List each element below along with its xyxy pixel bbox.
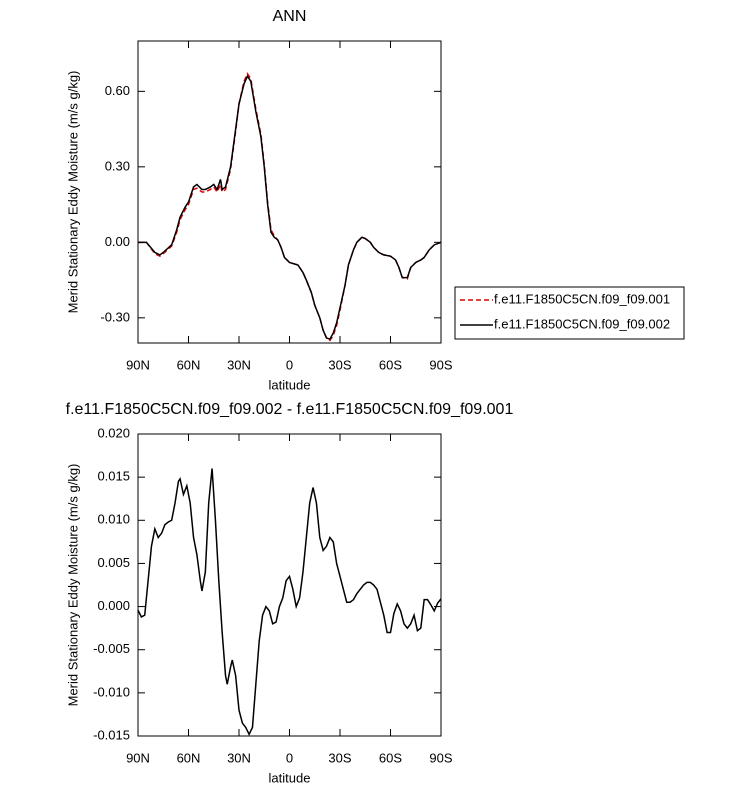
- y-tick-label: -0.30: [100, 309, 130, 324]
- x-tick-label: 60S: [379, 357, 402, 372]
- x-tick-label: 30S: [328, 357, 351, 372]
- y-axis-label: Merid Stationary Eddy Moisture (m/s g/kg…: [65, 464, 80, 707]
- legend-label: f.e11.F1850C5CN.f09_f09.002: [494, 316, 670, 331]
- chart-title: ANN: [273, 8, 307, 25]
- series-line: [138, 74, 442, 341]
- series-line: [138, 72, 442, 342]
- y-tick-label: -0.010: [93, 684, 130, 699]
- y-tick-label: 0.60: [105, 83, 130, 98]
- y-tick-label: 0.005: [97, 555, 130, 570]
- x-tick-label: 60N: [177, 750, 201, 765]
- series-line: [137, 468, 442, 736]
- plot-frame: [137, 433, 442, 737]
- y-tick-label: 0.00: [105, 234, 130, 249]
- x-tick-label: 60S: [379, 750, 402, 765]
- x-tick-label: 0: [286, 750, 293, 765]
- x-tick-label: 30N: [227, 357, 251, 372]
- legend-label: f.e11.F1850C5CN.f09_f09.001: [494, 291, 670, 306]
- chart-title: f.e11.F1850C5CN.f09_f09.002 - f.e11.F185…: [66, 401, 514, 418]
- y-tick-label: 0.30: [105, 158, 130, 173]
- legend-box: [454, 286, 685, 340]
- y-tick-label: -0.005: [93, 641, 130, 656]
- x-tick-label: 0: [286, 357, 293, 372]
- x-axis-label: latitude: [269, 770, 311, 785]
- y-tick-label: 0.010: [97, 512, 130, 527]
- x-axis-label: latitude: [269, 377, 311, 392]
- x-tick-label: 30S: [328, 750, 351, 765]
- y-tick-label: -0.015: [93, 727, 130, 742]
- x-tick-label: 90S: [429, 750, 452, 765]
- y-tick-label: 0.015: [97, 469, 130, 484]
- x-tick-label: 30N: [227, 750, 251, 765]
- y-tick-label: 0.000: [97, 598, 130, 613]
- y-tick-label: 0.020: [97, 425, 130, 440]
- x-tick-label: 60N: [177, 357, 201, 372]
- plot-frame: [137, 40, 442, 344]
- x-tick-label: 90N: [126, 357, 150, 372]
- x-tick-label: 90N: [126, 750, 150, 765]
- x-tick-label: 90S: [429, 357, 452, 372]
- y-axis-label: Merid Stationary Eddy Moisture (m/s g/kg…: [65, 71, 80, 314]
